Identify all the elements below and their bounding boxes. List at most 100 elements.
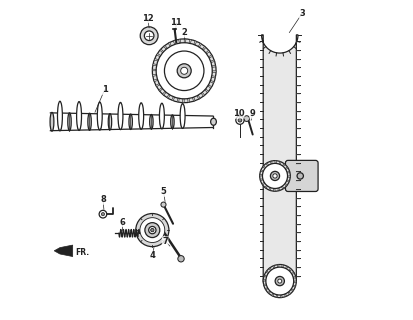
Polygon shape <box>289 268 292 271</box>
Ellipse shape <box>211 118 216 125</box>
Polygon shape <box>261 170 263 172</box>
Ellipse shape <box>150 115 153 129</box>
Circle shape <box>145 223 160 237</box>
Ellipse shape <box>159 103 164 129</box>
Circle shape <box>244 116 249 122</box>
Polygon shape <box>287 180 290 182</box>
Polygon shape <box>210 80 214 83</box>
Ellipse shape <box>68 113 71 131</box>
Polygon shape <box>291 289 294 291</box>
Polygon shape <box>162 91 166 95</box>
Text: 3: 3 <box>299 9 305 18</box>
Polygon shape <box>262 182 265 185</box>
Polygon shape <box>154 58 159 61</box>
Polygon shape <box>156 84 160 87</box>
Circle shape <box>238 118 242 122</box>
Ellipse shape <box>171 115 174 129</box>
Text: 12: 12 <box>142 14 154 23</box>
Circle shape <box>156 43 212 99</box>
Polygon shape <box>293 276 296 278</box>
Circle shape <box>136 213 169 247</box>
Polygon shape <box>292 272 294 275</box>
FancyBboxPatch shape <box>285 160 318 191</box>
Text: 10: 10 <box>233 109 244 118</box>
Polygon shape <box>168 43 171 46</box>
Polygon shape <box>273 266 275 268</box>
Ellipse shape <box>118 102 123 130</box>
Ellipse shape <box>50 112 54 131</box>
Polygon shape <box>261 35 298 282</box>
Ellipse shape <box>77 113 81 130</box>
Text: 7: 7 <box>162 237 168 246</box>
Polygon shape <box>208 85 212 88</box>
Polygon shape <box>282 265 284 268</box>
Polygon shape <box>269 268 272 270</box>
Circle shape <box>161 202 166 207</box>
Polygon shape <box>164 45 167 49</box>
Polygon shape <box>179 39 181 43</box>
Ellipse shape <box>76 102 81 131</box>
Ellipse shape <box>98 114 102 130</box>
Circle shape <box>140 27 158 45</box>
Polygon shape <box>266 163 268 166</box>
Ellipse shape <box>58 113 62 131</box>
Circle shape <box>164 51 204 91</box>
Polygon shape <box>189 39 191 44</box>
Ellipse shape <box>139 103 144 129</box>
Polygon shape <box>272 293 274 296</box>
Polygon shape <box>172 97 175 101</box>
Polygon shape <box>152 69 156 71</box>
Polygon shape <box>285 183 287 186</box>
Polygon shape <box>281 186 284 189</box>
Polygon shape <box>160 49 164 53</box>
Polygon shape <box>265 185 268 188</box>
Polygon shape <box>294 281 297 283</box>
Circle shape <box>236 116 244 124</box>
Ellipse shape <box>119 114 122 129</box>
Circle shape <box>273 174 277 178</box>
Ellipse shape <box>108 114 112 130</box>
Circle shape <box>151 228 154 232</box>
Polygon shape <box>202 46 206 50</box>
Polygon shape <box>278 265 279 267</box>
Polygon shape <box>280 295 282 298</box>
Text: 5: 5 <box>161 188 166 196</box>
Polygon shape <box>173 40 176 44</box>
Polygon shape <box>212 71 216 72</box>
Circle shape <box>99 210 107 218</box>
Polygon shape <box>285 294 287 297</box>
Polygon shape <box>212 65 216 68</box>
Polygon shape <box>184 39 186 43</box>
Polygon shape <box>177 98 179 102</box>
Ellipse shape <box>88 113 91 130</box>
Polygon shape <box>194 41 197 45</box>
Ellipse shape <box>57 101 62 131</box>
Polygon shape <box>263 284 266 286</box>
Polygon shape <box>260 179 263 181</box>
Polygon shape <box>279 161 281 164</box>
Polygon shape <box>263 280 266 281</box>
Circle shape <box>145 31 154 41</box>
Polygon shape <box>260 174 263 176</box>
Polygon shape <box>211 60 215 63</box>
Ellipse shape <box>140 115 143 129</box>
Text: 6: 6 <box>119 218 125 227</box>
Ellipse shape <box>160 115 164 129</box>
Polygon shape <box>285 266 288 269</box>
Polygon shape <box>205 89 209 92</box>
Text: 2: 2 <box>181 28 187 37</box>
Polygon shape <box>206 50 210 54</box>
Polygon shape <box>288 292 291 294</box>
Text: 9: 9 <box>250 109 256 118</box>
Circle shape <box>177 64 191 78</box>
Polygon shape <box>211 76 216 78</box>
Polygon shape <box>266 271 269 274</box>
Polygon shape <box>167 94 170 98</box>
Polygon shape <box>198 43 202 47</box>
Polygon shape <box>269 188 271 190</box>
Text: 8: 8 <box>100 195 106 204</box>
Text: 11: 11 <box>170 19 182 28</box>
Circle shape <box>266 267 294 295</box>
Polygon shape <box>153 64 157 66</box>
Polygon shape <box>270 161 272 164</box>
